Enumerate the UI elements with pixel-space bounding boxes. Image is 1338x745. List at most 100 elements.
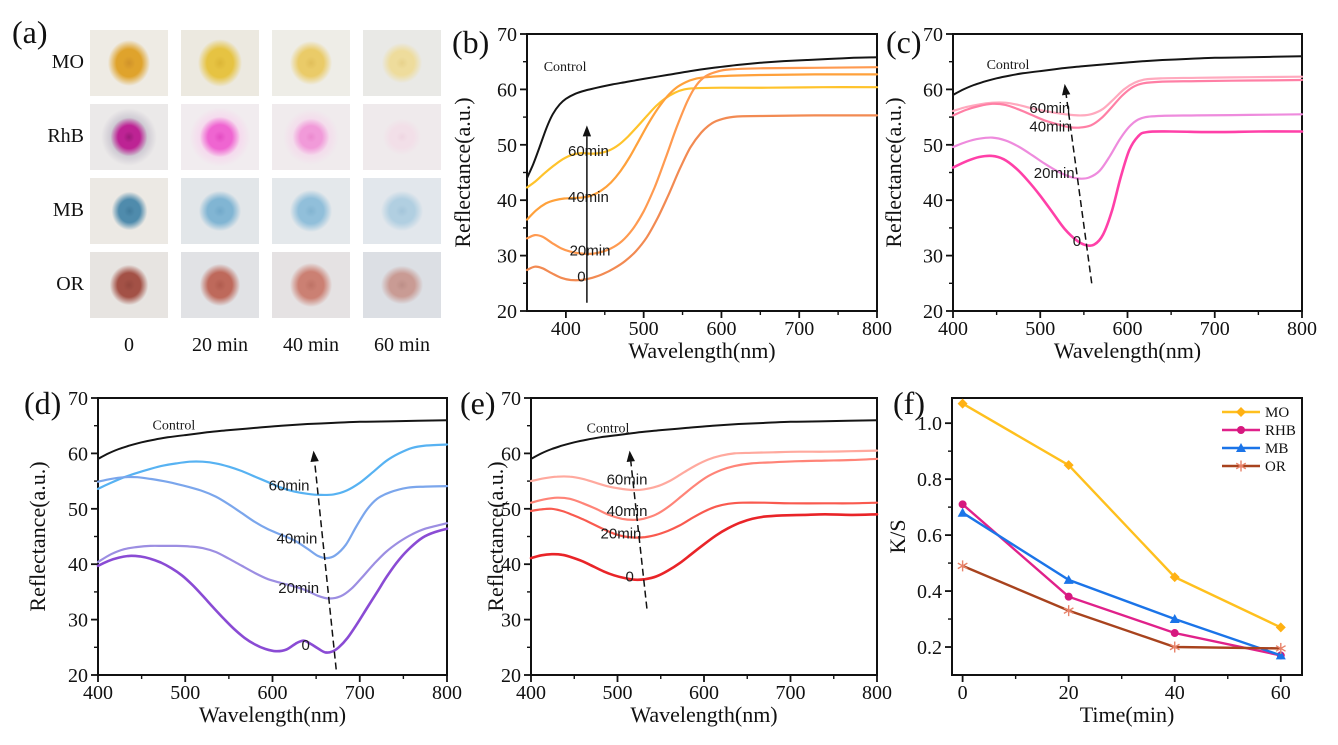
panel-d-arrowhead	[310, 450, 319, 463]
dye-spot-RhB	[380, 117, 424, 157]
panel-b-letter: (b)	[452, 24, 489, 60]
panel-d-annotation: 20min	[278, 580, 319, 597]
legend-label-MO: MO	[1265, 405, 1289, 421]
photo-MB-40min	[272, 178, 350, 244]
panel-e-ytick: 60	[501, 443, 521, 465]
panel-b-arrowhead	[582, 125, 592, 137]
panel-c-curve-20min	[951, 113, 1304, 180]
panel-b-curve-Control	[526, 56, 878, 179]
panel-e-annotation: 20min	[601, 526, 642, 543]
panel-b-curve-20min	[525, 66, 879, 256]
panel-c-curve-40min	[951, 78, 1304, 129]
dye-spot-MB	[287, 187, 335, 235]
panel-b-xtick: 700	[784, 318, 814, 340]
dye-spot-MO	[288, 39, 334, 87]
panel-d-xaxis-title: Wavelength(nm)	[199, 702, 346, 727]
panel-f-xtick: 20	[1059, 682, 1079, 704]
photo-MO-0	[90, 30, 168, 96]
panel-c-ytick: 50	[923, 135, 943, 157]
panel-d-curve-Control	[97, 419, 448, 460]
panel-b-xtick: 500	[629, 318, 659, 340]
time-col-label: 60 min	[373, 334, 431, 356]
panel-c-annotation: 60min	[1029, 100, 1070, 117]
photo-MO-60min	[363, 30, 441, 96]
time-col-label: 0	[124, 334, 134, 356]
panel-b-ytick: 60	[497, 79, 517, 101]
panel-f-xtick: 60	[1271, 682, 1291, 704]
panel-f-xtick: 0	[958, 682, 968, 704]
photo-RhB-20min	[181, 104, 259, 170]
panel-e-xaxis-title: Wavelength(nm)	[630, 702, 777, 727]
panel-e-xtick: 600	[689, 682, 719, 704]
dye-row-label-MB: MB	[52, 199, 84, 221]
panel-c-annotation: 20min	[1034, 165, 1075, 182]
panel-a-photo-grid: (a) MO RhB MB OR 0 20 min 40 min 60 min	[0, 0, 460, 370]
panel-b-yaxis-title: Reflectance(a.u.)	[450, 97, 475, 247]
panel-c-ytick: 70	[923, 24, 943, 46]
panel-d-yaxis-title: Reflectance(a.u.)	[25, 461, 50, 611]
panel-e-ytick: 70	[501, 388, 521, 410]
photo-RhB-60min	[363, 104, 441, 170]
panel-c-ytick: 40	[923, 190, 943, 212]
panel-c-xtick: 800	[1287, 318, 1317, 340]
photo-MO-40min	[272, 30, 350, 96]
panel-f-line-RHB	[961, 503, 1282, 657]
panel-e-curve-20min	[529, 501, 879, 539]
panel-c-ytick: 20	[923, 301, 943, 323]
panel-e-annotation: 60min	[607, 471, 648, 488]
panel-d-ytick: 60	[68, 443, 88, 465]
dye-spot-OR	[107, 262, 151, 308]
panel-a-letter: (a)	[12, 14, 48, 50]
panel-f-ytick: 0.4	[917, 581, 942, 603]
panel-e-xtick: 500	[603, 682, 633, 704]
panel-f-line-MO	[961, 402, 1282, 629]
panel-c-letter: (c)	[886, 24, 922, 60]
dye-spot-MO	[380, 40, 424, 86]
panel-f-ytick: 0.8	[917, 469, 942, 491]
panel-b-annotation: Control	[544, 60, 587, 75]
dye-spot-RhB	[198, 115, 242, 159]
panel-b-ytick: 40	[497, 190, 517, 212]
panel-d-ytick: 40	[68, 554, 88, 576]
panel-b-curve-60min	[525, 86, 879, 189]
panel-d-xtick: 600	[258, 682, 288, 704]
panel-d-chart: (d) 400 500 600 700 800 20 30 40 50 60 70 Wavelength…	[24, 385, 462, 727]
panel-d-xtick: 500	[170, 682, 200, 704]
panel-d-ytick: 50	[68, 499, 88, 521]
panel-d-xtick: 800	[432, 682, 462, 704]
panel-e-curve-40min	[529, 457, 879, 522]
panel-d-letter: (d)	[24, 385, 61, 421]
panel-d-curve-0	[96, 527, 449, 654]
panel-d-annotation: 60min	[269, 478, 310, 495]
dye-spot-OR	[198, 261, 242, 309]
panel-b-xtick: 600	[706, 318, 736, 340]
photo-MB-20min	[181, 178, 259, 244]
panel-e-chart: (e) 400 500 600 700 800 20 30 40 50 60 70 Wavelength…	[460, 385, 892, 727]
panel-c-xaxis-title: Wavelength(nm)	[1054, 338, 1201, 363]
panel-f-xtick: 40	[1165, 682, 1185, 704]
panel-d-ytick: 20	[68, 665, 88, 687]
panel-d-xtick: 700	[345, 682, 375, 704]
panel-e-xtick: 700	[776, 682, 806, 704]
panel-f-ytick: 0.6	[917, 525, 942, 547]
dye-spot-MO	[105, 37, 153, 89]
panel-c-ytick: 60	[923, 79, 943, 101]
panel-c-annotation: 40min	[1029, 119, 1070, 136]
panel-e-arrowhead	[626, 450, 635, 463]
panel-e-curve-Control	[530, 419, 878, 460]
panel-b-annotation: 20min	[570, 243, 611, 260]
panel-d-annotation: 0	[301, 637, 309, 654]
panel-f-xaxis-title: Time(min)	[1080, 702, 1175, 727]
panel-c-xtick: 700	[1200, 318, 1230, 340]
legend-label-MB: MB	[1265, 441, 1288, 457]
panel-c-xtick: 500	[1025, 318, 1055, 340]
panel-d-curve-20min	[96, 522, 449, 600]
legend-label-RHB: RHB	[1265, 423, 1296, 439]
dye-spot-RhB	[108, 115, 150, 159]
panel-c-curve-0	[951, 130, 1304, 247]
panel-d-xtick: 400	[83, 682, 113, 704]
panel-d-curve-40min	[96, 475, 449, 560]
panel-f-letter: (f)	[893, 385, 925, 421]
panel-d-trend-arrow	[313, 461, 337, 670]
dye-spot-MB	[197, 188, 243, 234]
